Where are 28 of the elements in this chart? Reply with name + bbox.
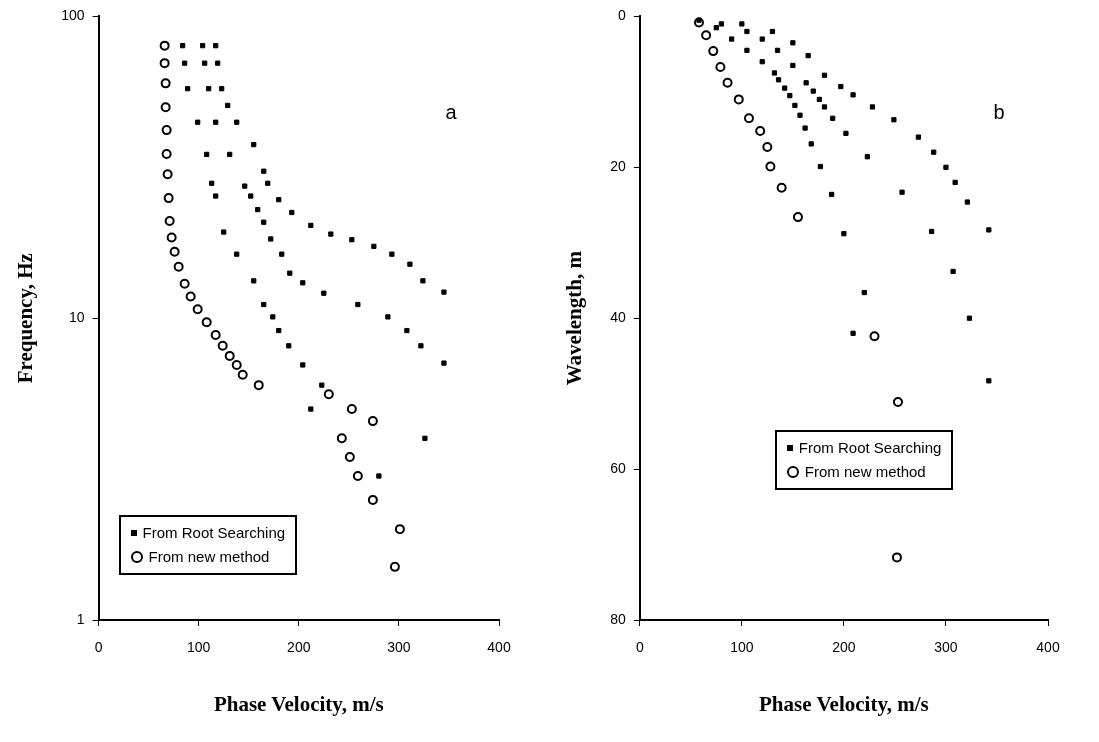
annotation: a xyxy=(445,101,458,124)
y-tick-label: 80 xyxy=(610,610,626,627)
legend-label: From new method xyxy=(148,547,270,567)
x-tick-label: 300 xyxy=(387,639,411,656)
x-tick-label: 0 xyxy=(94,639,103,656)
x-tick-label: 0 xyxy=(635,639,644,656)
annotation: b xyxy=(993,101,1005,124)
x-axis-title: Phase Velocity, m/s xyxy=(759,691,929,716)
x-tick-label: 400 xyxy=(1036,639,1060,656)
y-tick-label: 60 xyxy=(610,459,626,476)
x-tick-label: 200 xyxy=(287,639,311,656)
legend-label: From Root Searching xyxy=(798,438,942,458)
y-tick-label: 20 xyxy=(610,158,626,175)
y-axis-title: Wavelength, m xyxy=(562,250,587,386)
y-tick-label: 0 xyxy=(617,7,626,24)
x-tick-label: 200 xyxy=(832,639,856,656)
x-tick-label: 100 xyxy=(186,639,211,656)
x-tick-label: 400 xyxy=(487,639,511,656)
y-axis-title: Frequency, Hz xyxy=(13,253,38,384)
y-tick-label: 1 xyxy=(76,610,85,627)
x-tick-label: 100 xyxy=(730,639,754,656)
x-axis-title: Phase Velocity, m/s xyxy=(213,691,384,716)
y-tick-label: 10 xyxy=(68,309,85,326)
y-tick-label: 100 xyxy=(61,7,85,24)
y-tick-label: 40 xyxy=(610,309,626,326)
legend-label: From Root Searching xyxy=(142,523,286,543)
x-tick-label: 300 xyxy=(934,639,958,656)
legend-label: From new method xyxy=(804,462,926,482)
